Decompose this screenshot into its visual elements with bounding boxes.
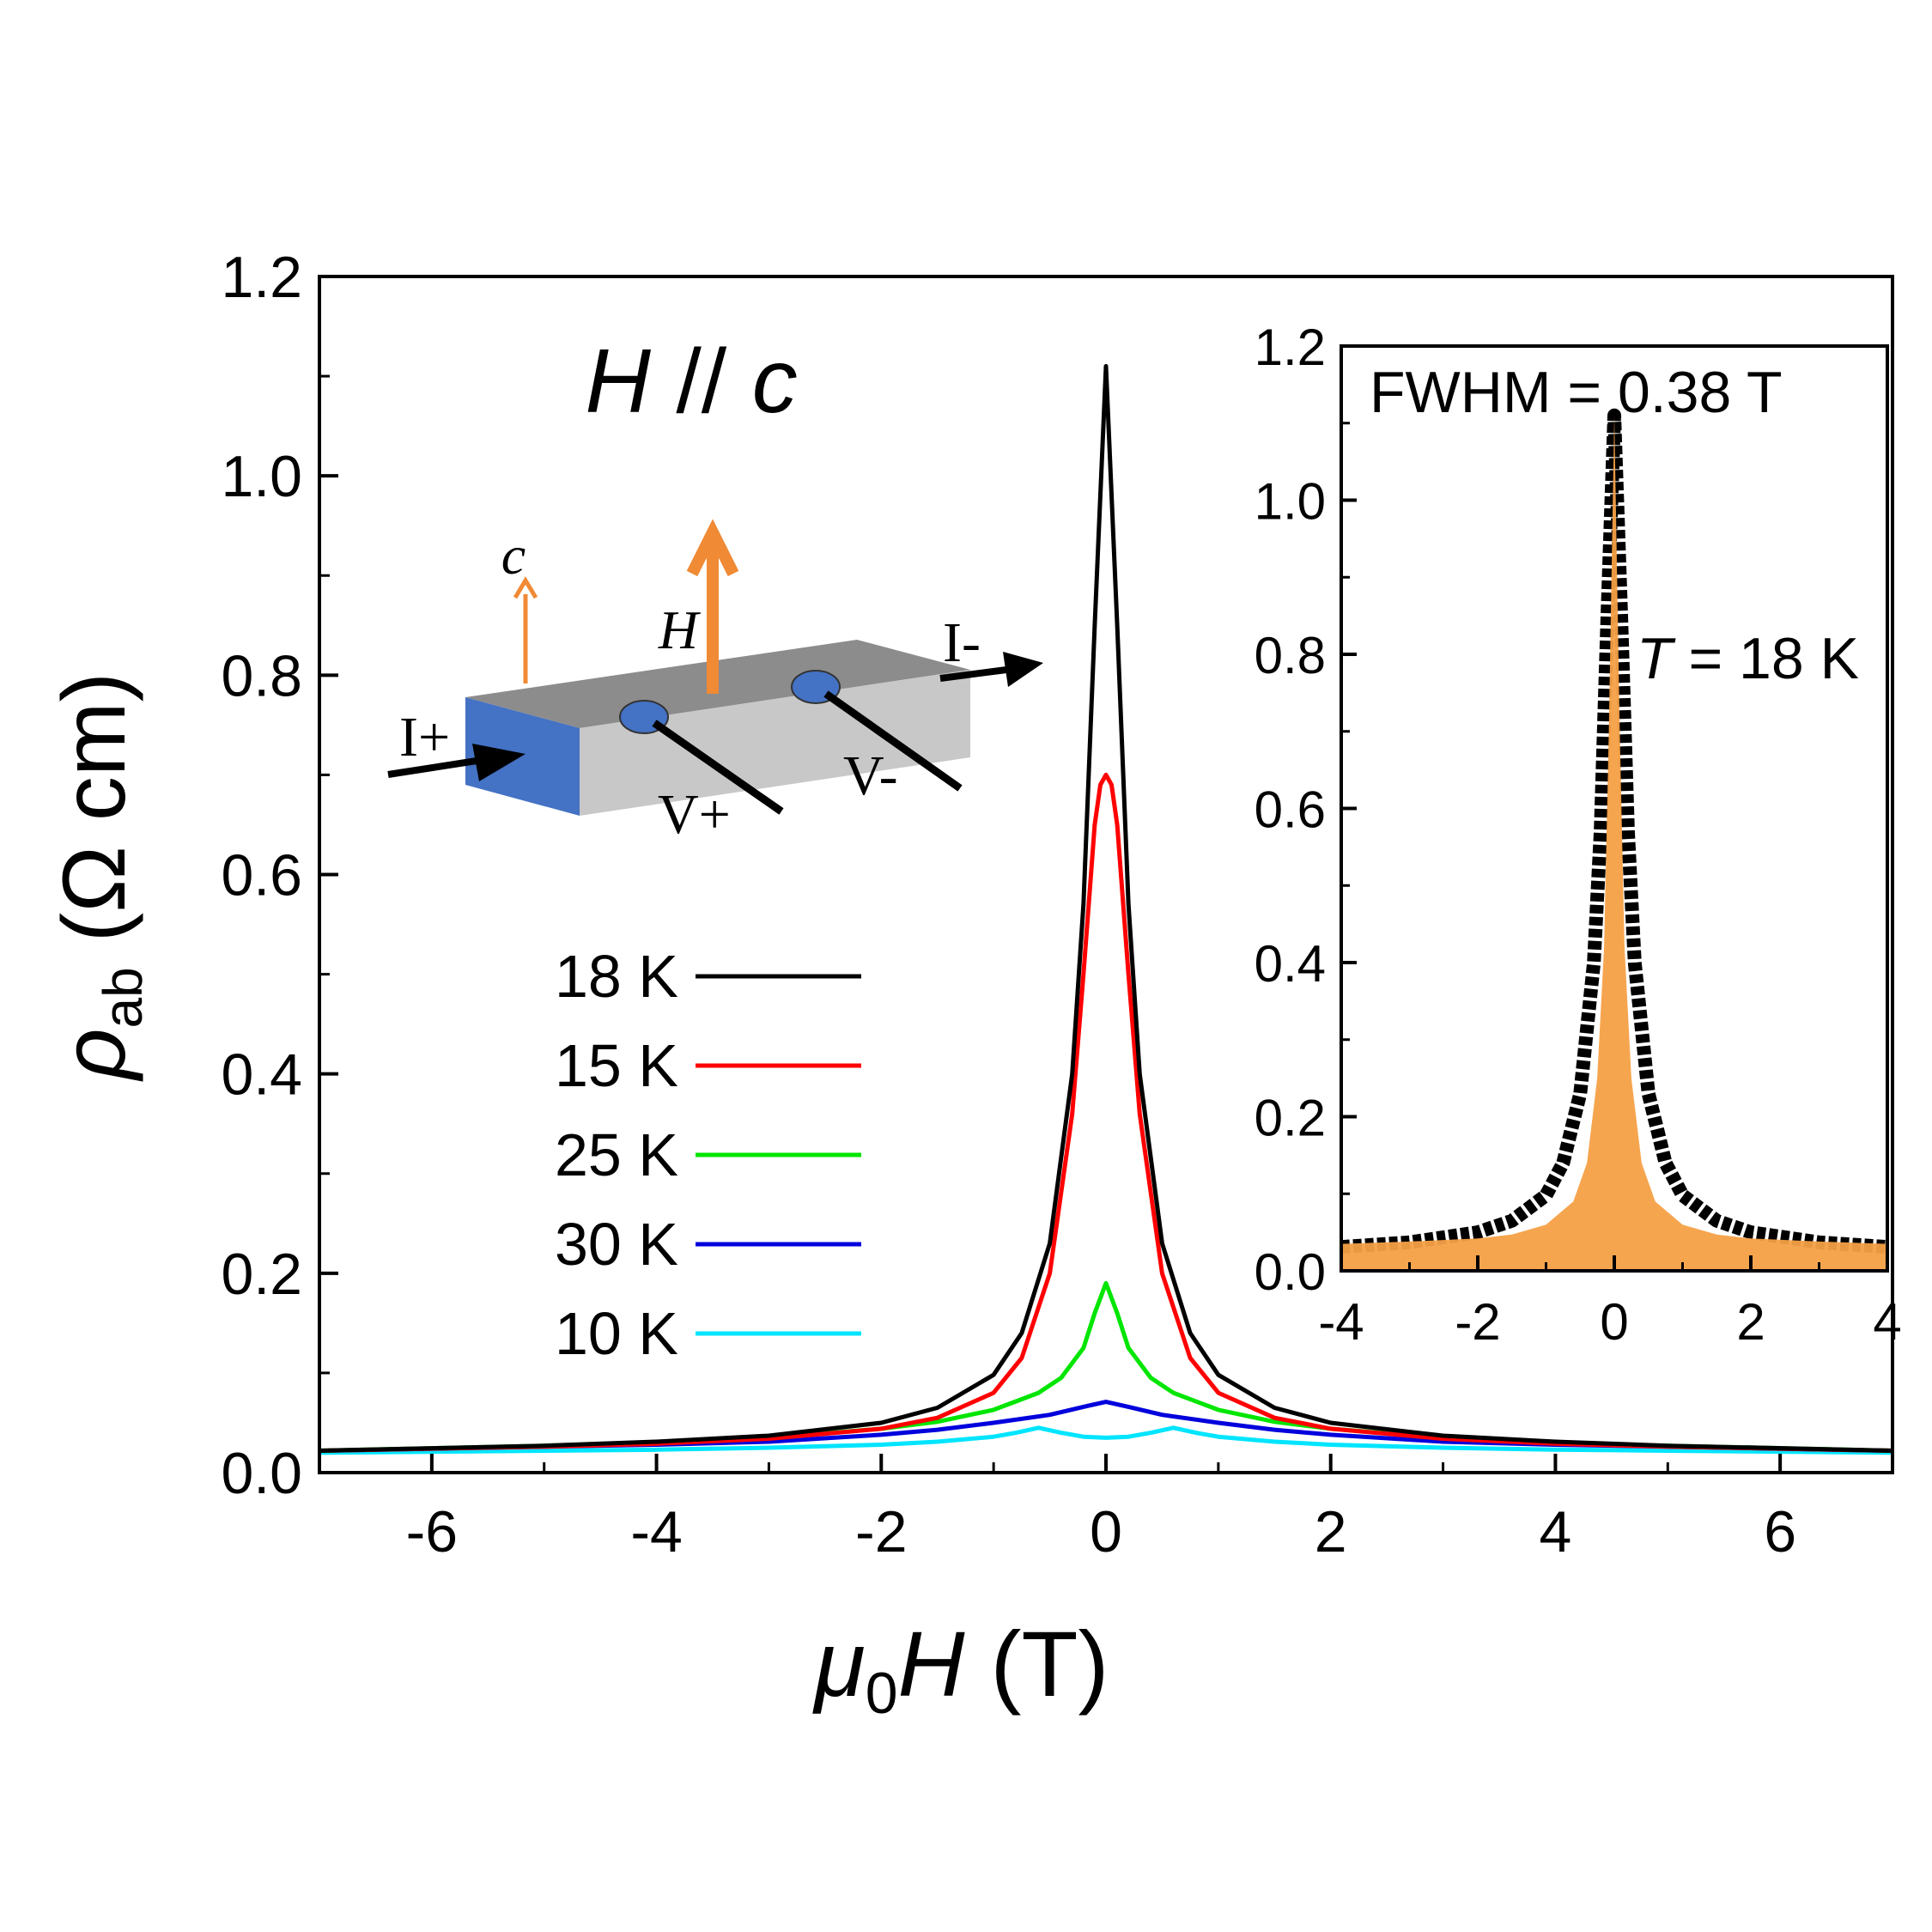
y-tick-label: 1.2 [221,245,302,310]
x-tick-label: -6 [406,1499,458,1564]
inset-y-tick-label: 1.0 [1255,473,1326,531]
legend: 18 K 15 K 25 K 30 K 10 K [555,943,861,1367]
x-tick-label: 0 [1090,1499,1122,1564]
inset-x-tick-label: 2 [1736,1293,1765,1351]
x-tick-label: 2 [1315,1499,1347,1564]
current-in-line [387,757,477,778]
field-label: H [658,599,702,660]
main-chart: -6 -4 -2 0 2 4 60.00.20.40.60.81.01.2 μ0H (T) … [45,245,1894,1726]
inset-x-tick-label: 0 [1600,1293,1628,1351]
inset-ticks: -4 -2 0 2 4 0.0 0.2 0.4 0.6 0.8 1.0 1.2 [1255,319,1902,1351]
y-tick-label: 0.0 [221,1441,302,1506]
y-axis-label: ρab (Ω cm) [45,672,154,1082]
inset-x-tick-label: -4 [1318,1293,1364,1351]
inset-y-tick-label: 0.4 [1255,935,1326,993]
y-tick-label: 0.8 [221,643,302,708]
inset-fit-area [1341,415,1887,1271]
inset-chart: -4 -2 0 2 4 0.0 0.2 0.4 0.6 0.8 1.0 1.2 FWHM = 0.38… [1255,319,1902,1351]
v-minus-label: V- [843,744,898,807]
sample-side-face [580,670,970,816]
current-out-line [939,666,1007,682]
fwhm-annotation: FWHM = 0.38 T [1370,360,1783,425]
inset-y-tick-label: 0.2 [1255,1090,1326,1147]
series-line-10-k [319,1425,1893,1455]
inset-y-tick-label: 0.0 [1255,1243,1326,1301]
i-plus-label: I+ [399,706,450,769]
legend-label-10-k: 10 K [555,1300,678,1367]
x-tick-label: 6 [1764,1499,1796,1564]
x-axis-label: μ0H (T) [812,1612,1109,1726]
temperature-annotation: T = 18 K [1637,626,1859,691]
y-tick-label: 0.6 [221,843,302,908]
x-tick-label: -4 [630,1499,682,1564]
v-minus-wire [823,690,963,792]
series-line-30-k [319,1400,1893,1453]
inset-x-tick-label: 4 [1873,1293,1901,1351]
sample-end-face [465,697,580,816]
legend-label-25-k: 25 K [555,1121,678,1188]
v-plus-label: V+ [658,783,731,846]
c-axis-arrowhead [513,576,538,599]
y-tick-label: 1.0 [221,444,302,509]
field-direction-annotation: H // c [585,331,797,432]
i-minus-label: I- [943,611,981,674]
measurement-schematic: c H I+ I- V+ V- [387,519,1043,846]
y-tick-label: 0.2 [221,1242,302,1307]
y-tick-label: 0.4 [221,1042,302,1108]
inset-y-tick-label: 1.2 [1255,319,1326,376]
series-line-15-k [319,772,1893,1453]
field-arrowhead [686,519,739,577]
main-series-group [319,364,1893,1455]
v-plus-wire [652,720,784,815]
x-tick-label: -2 [855,1499,907,1564]
legend-label-15-k: 15 K [555,1032,678,1099]
x-tick-label: 4 [1540,1499,1572,1564]
inset-x-tick-label: -2 [1455,1293,1500,1351]
current-in-arrowhead [472,744,526,781]
legend-label-18-k: 18 K [555,943,678,1010]
main-ticks: -6 -4 -2 0 2 4 6 0.0 0.2 0.4 0.6 0.8 1.0 1.2 [221,245,1894,1564]
inset-y-tick-label: 0.6 [1255,781,1326,839]
series-line-18-k [319,364,1893,1453]
inset-series-group [1340,408,1888,1271]
legend-label-30-k: 30 K [555,1211,678,1278]
c-axis-label: c [501,525,526,586]
current-out-arrowhead [1003,652,1043,687]
inset-y-tick-label: 0.8 [1255,627,1326,684]
